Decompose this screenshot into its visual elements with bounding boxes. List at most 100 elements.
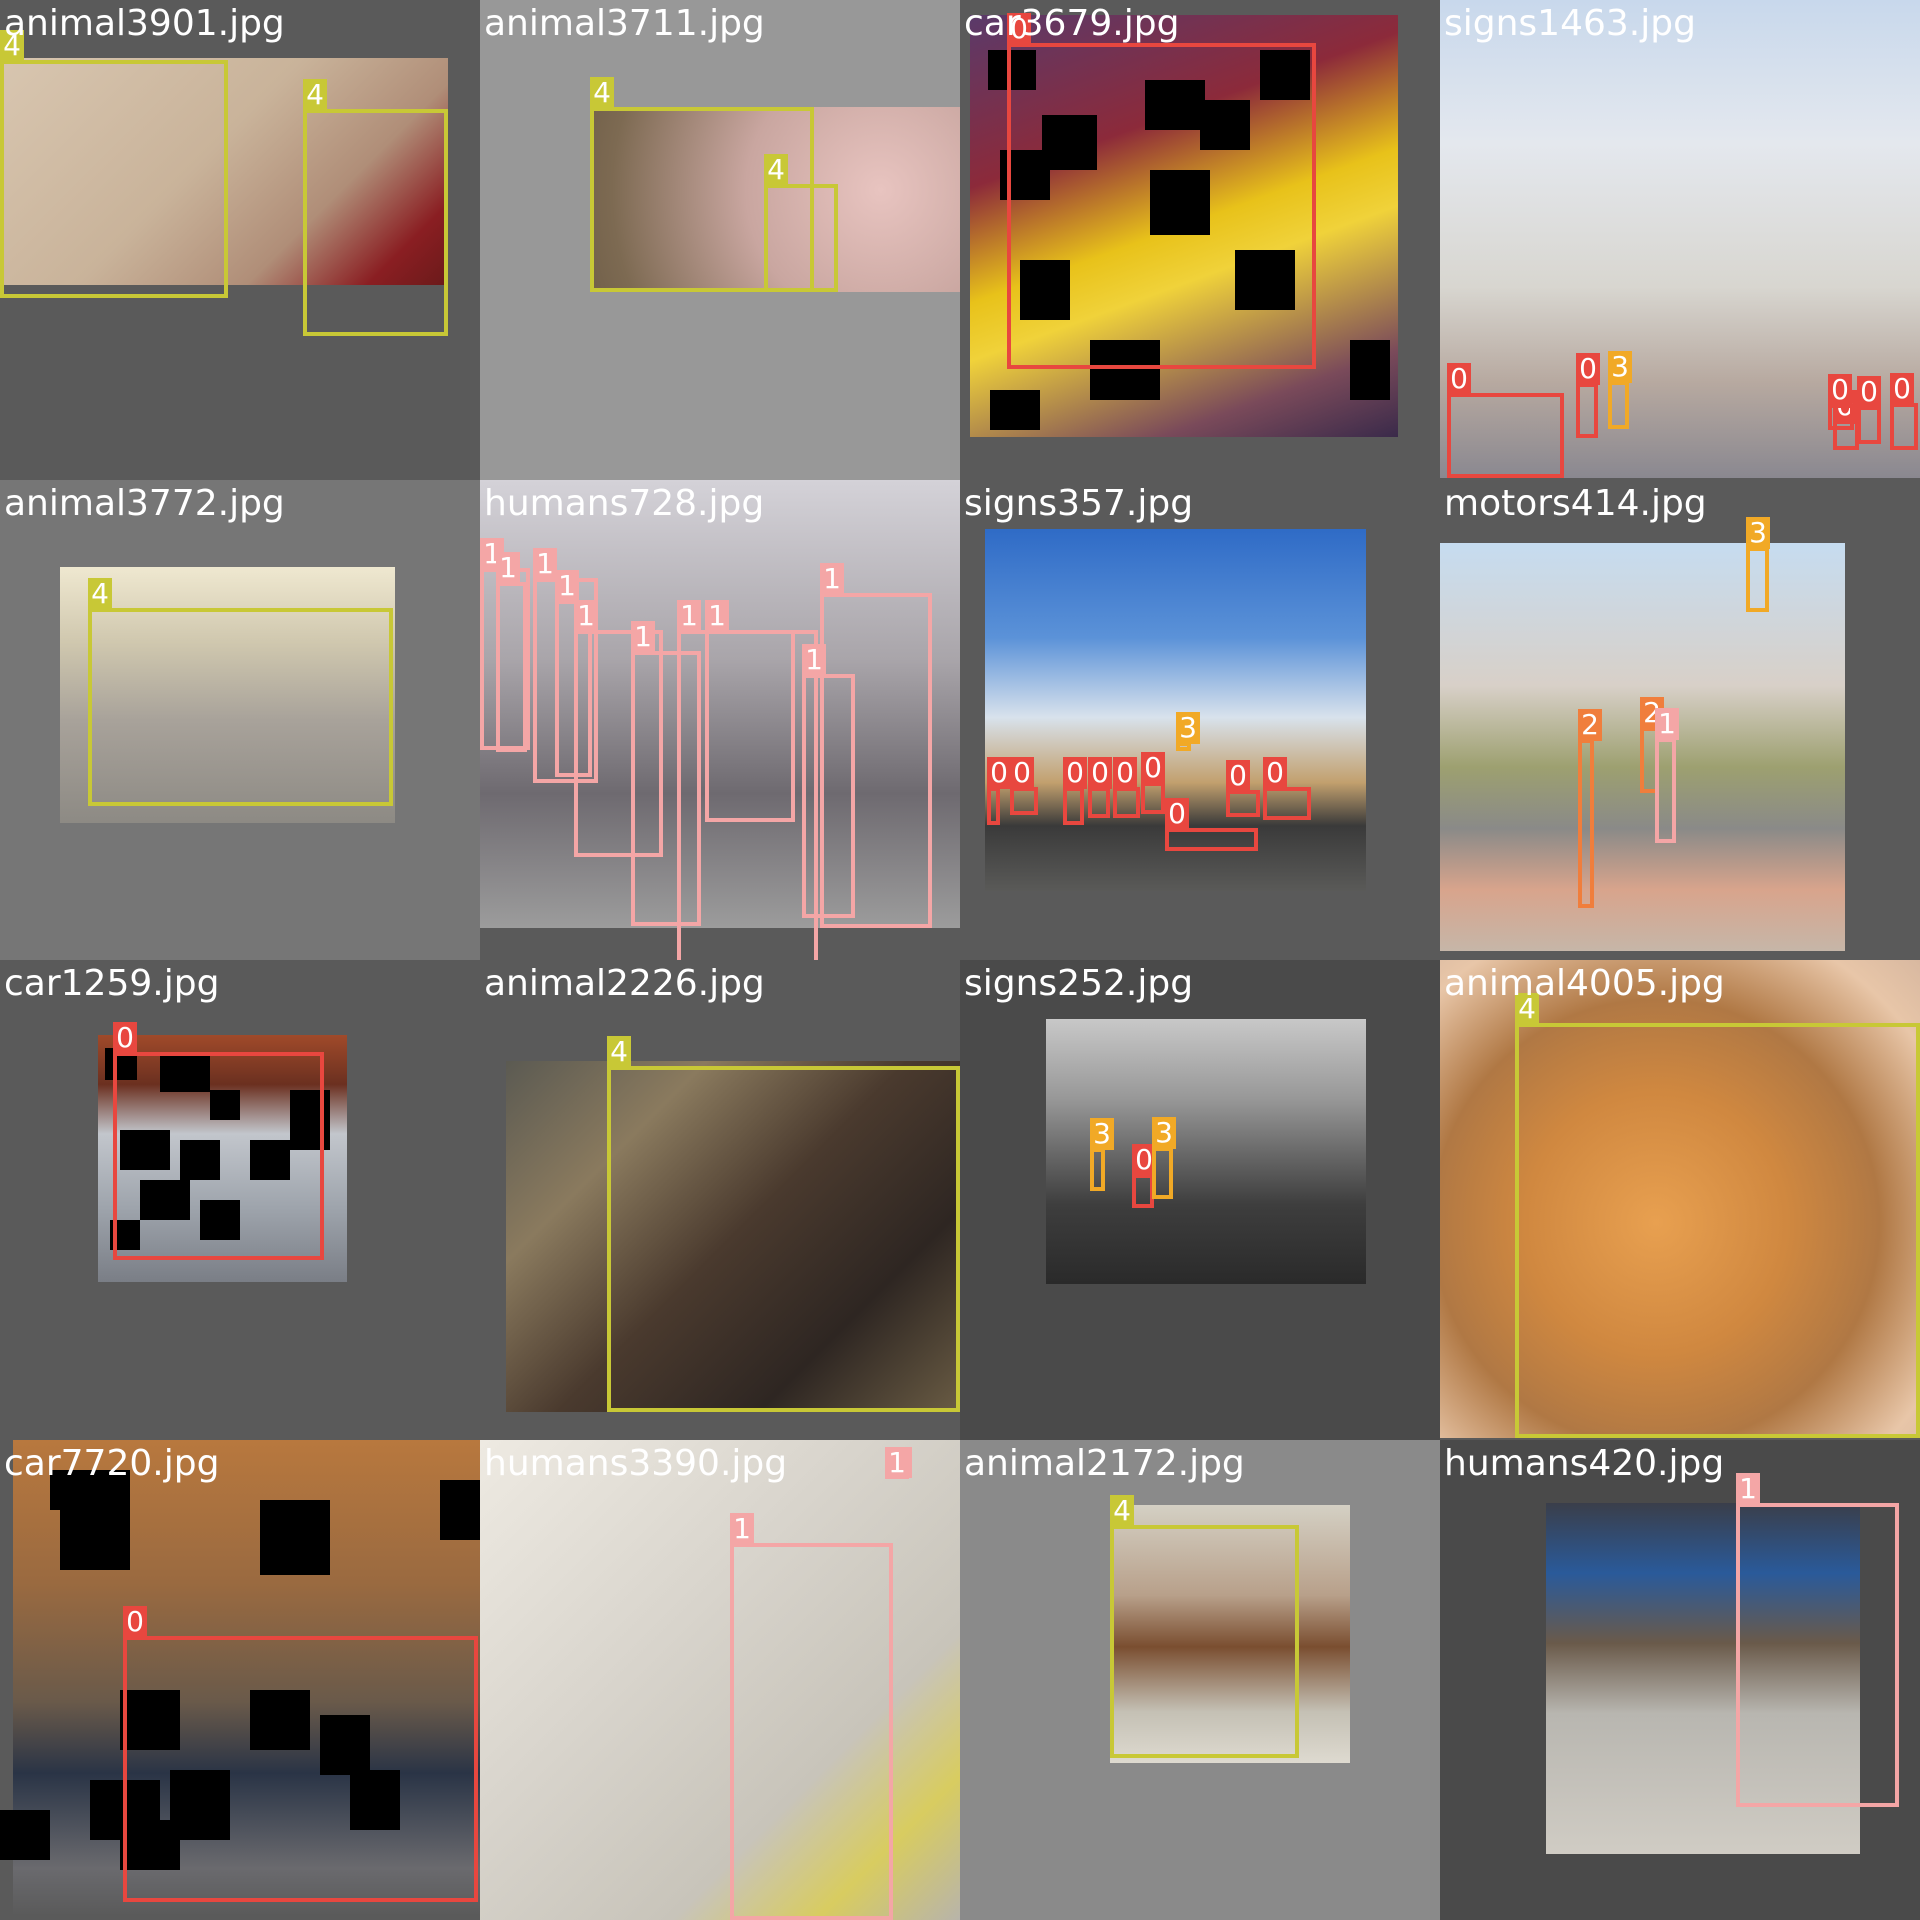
tile-filename: signs252.jpg — [964, 963, 1194, 1004]
cutout-mask — [988, 50, 1036, 90]
class-label: 0 — [1010, 757, 1034, 789]
bounding-box: 1 — [730, 1513, 893, 1920]
bounding-box: 4 — [303, 79, 448, 336]
mosaic-tile: signs1463.jpg0030000 — [1440, 0, 1920, 480]
bounding-box: 0 — [1165, 798, 1258, 851]
class-label: 0 — [1857, 376, 1881, 408]
class-label: 0 — [1141, 752, 1165, 784]
tile-filename: car3679.jpg — [964, 3, 1180, 44]
mosaic-tile: motors414.jpg 3 2 2 1 — [1440, 480, 1920, 960]
mosaic-tile: animal3901.jpg 4 4 — [0, 0, 480, 480]
bounding-box: 1 — [1736, 1473, 1899, 1807]
class-label: 1 — [730, 1513, 754, 1545]
bounding-box: 0 — [1226, 760, 1260, 817]
cutout-mask — [180, 1140, 220, 1180]
cutout-mask — [1150, 170, 1210, 235]
mosaic-tile: car3679.jpg 0 — [960, 0, 1440, 480]
tile-photo — [480, 1440, 960, 1920]
bounding-box: 1 — [885, 1447, 912, 1479]
mosaic-tile: car1259.jpg 0 — [0, 960, 480, 1440]
bounding-box: 0 — [1141, 752, 1165, 814]
bounding-box: 0 — [113, 1022, 324, 1260]
class-label: 1 — [1736, 1473, 1760, 1505]
bounding-box: 4 — [1515, 993, 1920, 1438]
class-label: 3 — [1746, 517, 1770, 549]
cutout-mask — [210, 1090, 240, 1120]
cutout-mask — [60, 1510, 130, 1570]
class-label: 1 — [1655, 708, 1679, 740]
cutout-mask — [1350, 340, 1390, 400]
mosaic-tile: humans3390.jpg 1 1 — [480, 1440, 960, 1920]
tile-filename: humans728.jpg — [484, 483, 765, 524]
bounding-box: 1 — [631, 621, 701, 926]
tile-photo — [1110, 1505, 1350, 1763]
class-label: 1 — [555, 570, 579, 602]
bounding-box: 1 — [496, 552, 527, 752]
class-label: 0 — [1113, 757, 1137, 789]
bounding-box: 4 — [0, 30, 228, 298]
bounding-box: 0 — [1088, 757, 1112, 818]
class-label: 0 — [1576, 353, 1600, 385]
tile-photo — [1440, 960, 1920, 1438]
bounding-box: 0 — [1063, 757, 1087, 825]
bounding-box: 0 — [123, 1606, 478, 1902]
class-label: 3 — [1152, 1117, 1176, 1149]
class-label: 0 — [1263, 757, 1287, 789]
tile-filename: animal4005.jpg — [1444, 963, 1725, 1004]
cutout-mask — [1020, 260, 1070, 320]
cutout-mask — [50, 1470, 130, 1510]
bounding-box: 0 — [1447, 363, 1564, 478]
mosaic-tile: car7720.jpg 0 — [0, 1440, 480, 1920]
cutout-mask — [140, 1180, 190, 1220]
cutout-mask — [200, 1200, 240, 1240]
bounding-box: 4 — [590, 77, 814, 292]
cutout-mask — [250, 1690, 310, 1750]
bounding-box: 1 — [574, 600, 663, 857]
class-label: 1 — [533, 548, 557, 580]
mosaic-tile: humans728.jpg 1 1 1 1 1 1 1 1 1 1 — [480, 480, 960, 960]
class-label: 1 — [705, 600, 729, 632]
cutout-mask — [260, 1500, 330, 1575]
class-label: 4 — [1515, 993, 1539, 1025]
tile-filename: animal3772.jpg — [4, 483, 285, 524]
tile-filename: motors414.jpg — [1444, 483, 1707, 524]
mosaic-tile: animal4005.jpg 4 — [1440, 960, 1920, 1440]
class-label: 3 — [1608, 351, 1632, 383]
class-label: 4 — [590, 77, 614, 109]
bounding-box: 1 — [1655, 708, 1679, 843]
bounding-box: 1 — [820, 563, 932, 928]
cutout-mask — [250, 1140, 290, 1180]
bounding-box: 1 — [705, 600, 795, 822]
cutout-mask — [120, 1130, 170, 1170]
class-label: 0 — [1828, 374, 1852, 406]
cutout-mask — [120, 1820, 180, 1870]
cutout-mask — [160, 1052, 210, 1092]
bounding-box: 3 — [1746, 517, 1770, 612]
tile-filename: signs1463.jpg — [1444, 3, 1696, 44]
mosaic-tile: animal3711.jpg 4 4 — [480, 0, 960, 480]
cutout-mask — [1235, 250, 1295, 310]
tile-photo — [480, 480, 960, 928]
bounding-box: 0 — [1576, 353, 1600, 438]
cutout-mask — [1260, 50, 1310, 100]
class-label: 0 — [113, 1022, 137, 1054]
tile-photo — [590, 107, 960, 292]
class-label: 4 — [1110, 1495, 1134, 1527]
bounding-box: 0 — [1007, 13, 1316, 369]
cutout-mask — [1042, 115, 1097, 170]
tile-filename: animal3711.jpg — [484, 3, 765, 44]
bounding-box: 4 — [1110, 1495, 1299, 1758]
class-label: 4 — [764, 154, 788, 186]
cutout-mask — [1145, 80, 1205, 130]
class-label: 0 — [1088, 757, 1112, 789]
cutout-mask — [320, 1715, 370, 1775]
class-label: 1 — [574, 600, 598, 632]
class-label: 0 — [1063, 757, 1087, 789]
class-label: 3 — [1176, 712, 1200, 744]
class-label: 3 — [1090, 1118, 1114, 1150]
cutout-mask — [990, 390, 1040, 430]
bounding-box: 4 — [607, 1036, 960, 1412]
mosaic-tile: animal3772.jpg 4 — [0, 480, 480, 960]
class-label: 0 — [123, 1606, 147, 1638]
